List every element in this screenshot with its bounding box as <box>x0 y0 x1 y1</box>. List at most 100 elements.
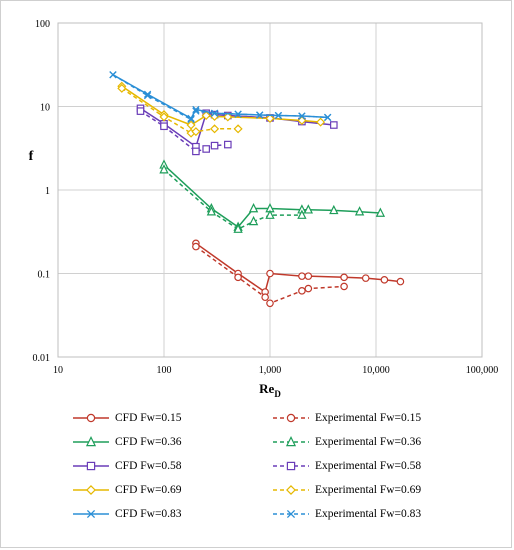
legend-label: CFD Fw=0.83 <box>115 508 182 520</box>
data-point <box>159 112 169 122</box>
x-tick-label: 10 <box>53 365 63 376</box>
legend-swatch <box>273 436 309 447</box>
y-tick-label: 1 <box>45 186 50 197</box>
y-tick-label: 10 <box>40 103 50 114</box>
data-point <box>274 111 283 120</box>
data-point <box>265 209 275 219</box>
legend-swatch <box>273 509 309 519</box>
data-point <box>223 112 233 122</box>
legend-swatch <box>73 509 109 519</box>
x-tick-label: 100 <box>157 365 172 376</box>
legend-item: CFD Fw=0.15 <box>71 409 182 427</box>
data-point <box>375 207 386 217</box>
legend-swatch <box>273 461 309 471</box>
data-point <box>256 111 264 119</box>
legend-item: Experimental Fw=0.83 <box>271 505 421 523</box>
series-cfd-fw-0-15 <box>192 239 405 296</box>
legend-label: CFD Fw=0.15 <box>115 412 182 424</box>
data-point <box>234 273 242 282</box>
plot-border <box>57 22 483 358</box>
data-point <box>201 110 211 121</box>
x-marker-stroke <box>210 109 219 117</box>
legend-label: Experimental Fw=0.36 <box>315 436 422 448</box>
tick-labels: 10 100 1,000 10,000 100,000 0.01 0.1 1 10 100 <box>33 19 499 376</box>
data-point <box>210 124 220 134</box>
series-line <box>112 74 328 120</box>
legend-item: CFD Fw=0.36 <box>71 433 182 451</box>
x-marker-stroke <box>86 509 96 519</box>
series-experimental-fw-0-58 <box>136 107 232 156</box>
data-point <box>210 109 219 117</box>
legend-label: CFD Fw=0.58 <box>115 460 182 472</box>
legend-label: Experimental Fw=0.15 <box>315 412 422 424</box>
data-point <box>304 284 313 293</box>
legend-item: Experimental Fw=0.36 <box>271 433 421 451</box>
x-marker-stroke <box>256 111 264 119</box>
data-point <box>248 215 259 226</box>
data-point <box>324 113 332 122</box>
data-point <box>361 274 370 282</box>
data-point <box>233 223 243 233</box>
data-point <box>234 110 242 118</box>
series-experimental-fw-0-15 <box>192 242 348 308</box>
data-point <box>298 287 306 295</box>
data-point <box>297 209 307 219</box>
series-cfd-fw-0-36 <box>159 159 386 231</box>
data-point <box>380 276 389 284</box>
legend-item: CFD Fw=0.58 <box>71 457 182 475</box>
x-marker-stroke <box>286 509 296 519</box>
legend-swatch <box>73 461 109 471</box>
legend-swatch-marker <box>85 436 97 447</box>
legend-swatch-marker <box>86 485 96 495</box>
data-point <box>298 112 306 120</box>
data-point <box>206 206 217 216</box>
x-marker-stroke <box>274 111 283 120</box>
x-marker-stroke <box>143 91 152 100</box>
legend-swatch <box>273 413 309 423</box>
data-point <box>210 141 219 150</box>
data-point <box>109 71 117 79</box>
legend-label: Experimental Fw=0.83 <box>315 508 422 520</box>
series-line <box>163 169 302 230</box>
data-point <box>261 293 269 302</box>
legend-swatch-marker <box>86 461 96 471</box>
x-marker-stroke <box>192 105 200 114</box>
data-point <box>192 107 200 115</box>
data-point <box>329 204 339 215</box>
series-experimental-fw-0-36 <box>159 164 307 233</box>
series-line <box>112 74 328 121</box>
legend-swatch-marker <box>286 485 296 495</box>
x-axis-label-subscript: D <box>274 389 281 399</box>
data-point <box>233 124 243 134</box>
legend-label: CFD Fw=0.69 <box>115 484 182 496</box>
data-point <box>192 242 200 251</box>
series-experimental-fw-0-69 <box>117 83 243 138</box>
data-point <box>265 113 275 123</box>
data-point <box>248 202 259 213</box>
data-point <box>303 204 314 214</box>
x-marker-stroke <box>298 112 306 120</box>
series-line <box>140 110 228 153</box>
data-point <box>187 115 195 124</box>
data-point <box>266 269 274 278</box>
data-point <box>316 117 326 127</box>
legend-swatch <box>73 485 109 495</box>
legend-swatch-marker <box>286 509 296 519</box>
data-point <box>354 206 365 216</box>
series-line <box>163 164 381 229</box>
legend-swatch-marker <box>86 413 96 423</box>
legend-item: Experimental Fw=0.58 <box>271 457 421 475</box>
data-point <box>202 145 210 153</box>
x-marker-stroke <box>324 113 332 122</box>
data-point <box>143 91 152 100</box>
legend-swatch <box>73 413 109 423</box>
data-point <box>192 147 200 156</box>
legend-swatch-marker <box>86 509 96 519</box>
legend-swatch-marker <box>286 461 296 471</box>
data-point <box>224 140 232 149</box>
legend-item: Experimental Fw=0.15 <box>271 409 421 427</box>
data-point <box>117 83 127 93</box>
legend: CFD Fw=0.15 Experimental Fw=0.15 CFD Fw=0.… <box>71 409 471 539</box>
